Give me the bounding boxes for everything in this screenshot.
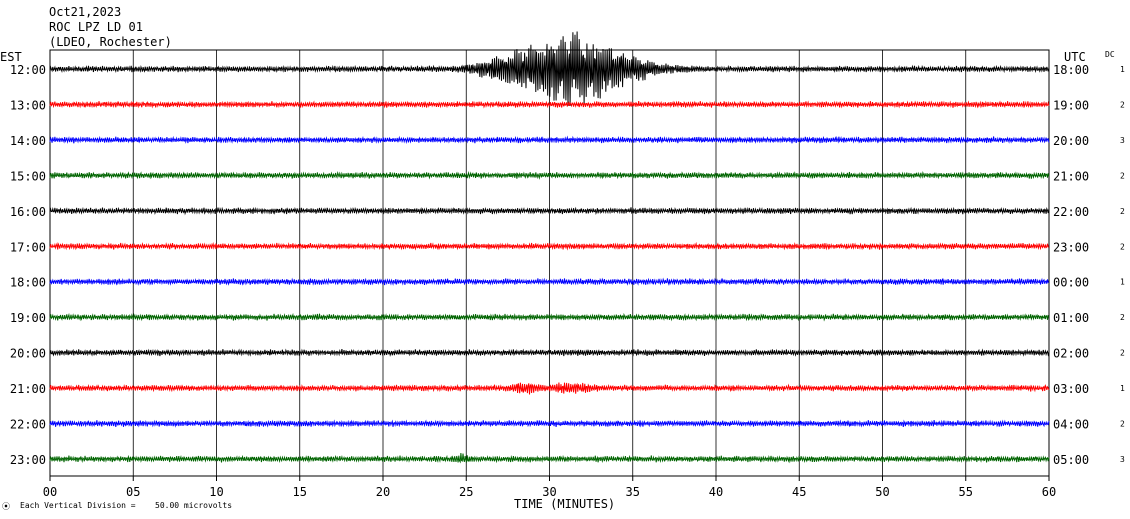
hour-labels: 12:00 18:00 113:00 19:00 214:00 20:00 315:00 21… [10,63,1125,467]
utc-hour-label: 05:00 [1053,453,1089,467]
dc-value: 1 [1120,65,1125,74]
x-axis-title: TIME (MINUTES) [514,497,615,511]
vertical-division-label: Each Vertical Division = [20,501,136,510]
trace-row-1200 [49,31,1050,107]
x-tick-label: 25 [459,485,473,499]
utc-hour-label: 04:00 [1053,418,1089,432]
dc-value: 2 [1120,420,1125,429]
trace-row-1700 [49,241,1049,251]
dc-value: 2 [1120,171,1125,180]
est-hour-label: 14:00 [10,134,46,148]
trace-row-2200 [49,419,1050,428]
time-gridlines [132,50,967,476]
est-hour-label: 15:00 [10,169,46,183]
utc-hour-label: 22:00 [1053,205,1089,219]
est-hour-label: 23:00 [10,453,46,467]
x-tick-labels: 00 05 10 15 20 25 30 35 40 45 50 55 60 [43,476,1056,499]
utc-hour-label: 21:00 [1053,169,1089,183]
utc-hour-label: 23:00 [1053,240,1089,254]
chart-source: (LDEO, Rochester) [49,35,172,49]
est-hour-label: 13:00 [10,98,46,112]
seismic-traces [49,31,1050,464]
x-tick-label: 45 [792,485,806,499]
x-tick-label: 05 [126,485,140,499]
utc-hour-label: 20:00 [1053,134,1089,148]
trace-row-1500 [49,171,1050,180]
est-hour-label: 18:00 [10,276,46,290]
chart-date: Oct21,2023 [49,5,121,19]
est-hour-label: 19:00 [10,311,46,325]
x-tick-label: 60 [1042,485,1056,499]
utc-hour-label: 19:00 [1053,98,1089,112]
trace-row-1900 [49,312,1050,322]
vertical-division-value: 50.00 microvolts [155,501,232,510]
dc-value: 3 [1120,455,1125,464]
dc-column-label: DC [1105,50,1115,59]
x-tick-label: 50 [875,485,889,499]
dc-value: 2 [1120,313,1125,322]
x-tick-label: 15 [293,485,307,499]
trace-row-2000 [49,348,1050,357]
x-tick-label: 20 [376,485,390,499]
utc-axis-label: UTC [1064,50,1086,64]
est-axis-label: EST [0,50,22,64]
chart-station: ROC LPZ LD 01 [49,20,143,34]
utc-hour-label: 02:00 [1053,347,1089,361]
est-hour-label: 22:00 [10,418,46,432]
trace-row-2100 [49,382,1050,395]
est-hour-label: 16:00 [10,205,46,219]
utc-hour-label: 01:00 [1053,311,1089,325]
trace-row-2300 [49,452,1050,464]
utc-hour-label: 18:00 [1053,63,1089,77]
est-hour-label: 21:00 [10,382,46,396]
utc-hour-label: 03:00 [1053,382,1089,396]
dc-value: 2 [1120,100,1125,109]
dc-value: 2 [1120,207,1125,216]
est-hour-label: 20:00 [10,347,46,361]
dc-value: 3 [1120,136,1125,145]
x-tick-label: 55 [959,485,973,499]
x-tick-label: 10 [209,485,223,499]
utc-hour-label: 00:00 [1053,276,1089,290]
trace-row-1800 [49,277,1049,287]
x-tick-label: 40 [709,485,723,499]
dc-value: 1 [1120,384,1125,393]
trace-row-1400 [49,135,1050,144]
dc-value: 2 [1120,242,1125,251]
est-hour-label: 17:00 [10,240,46,254]
dc-value: 2 [1120,349,1125,358]
dc-value: 1 [1120,278,1125,287]
x-tick-label: 00 [43,485,57,499]
x-tick-label: 30 [542,485,556,499]
footer-mark: ⦿ [2,502,10,511]
trace-row-1300 [49,100,1050,109]
est-hour-label: 12:00 [10,63,46,77]
x-tick-label: 35 [626,485,640,499]
trace-row-1600 [49,206,1050,216]
